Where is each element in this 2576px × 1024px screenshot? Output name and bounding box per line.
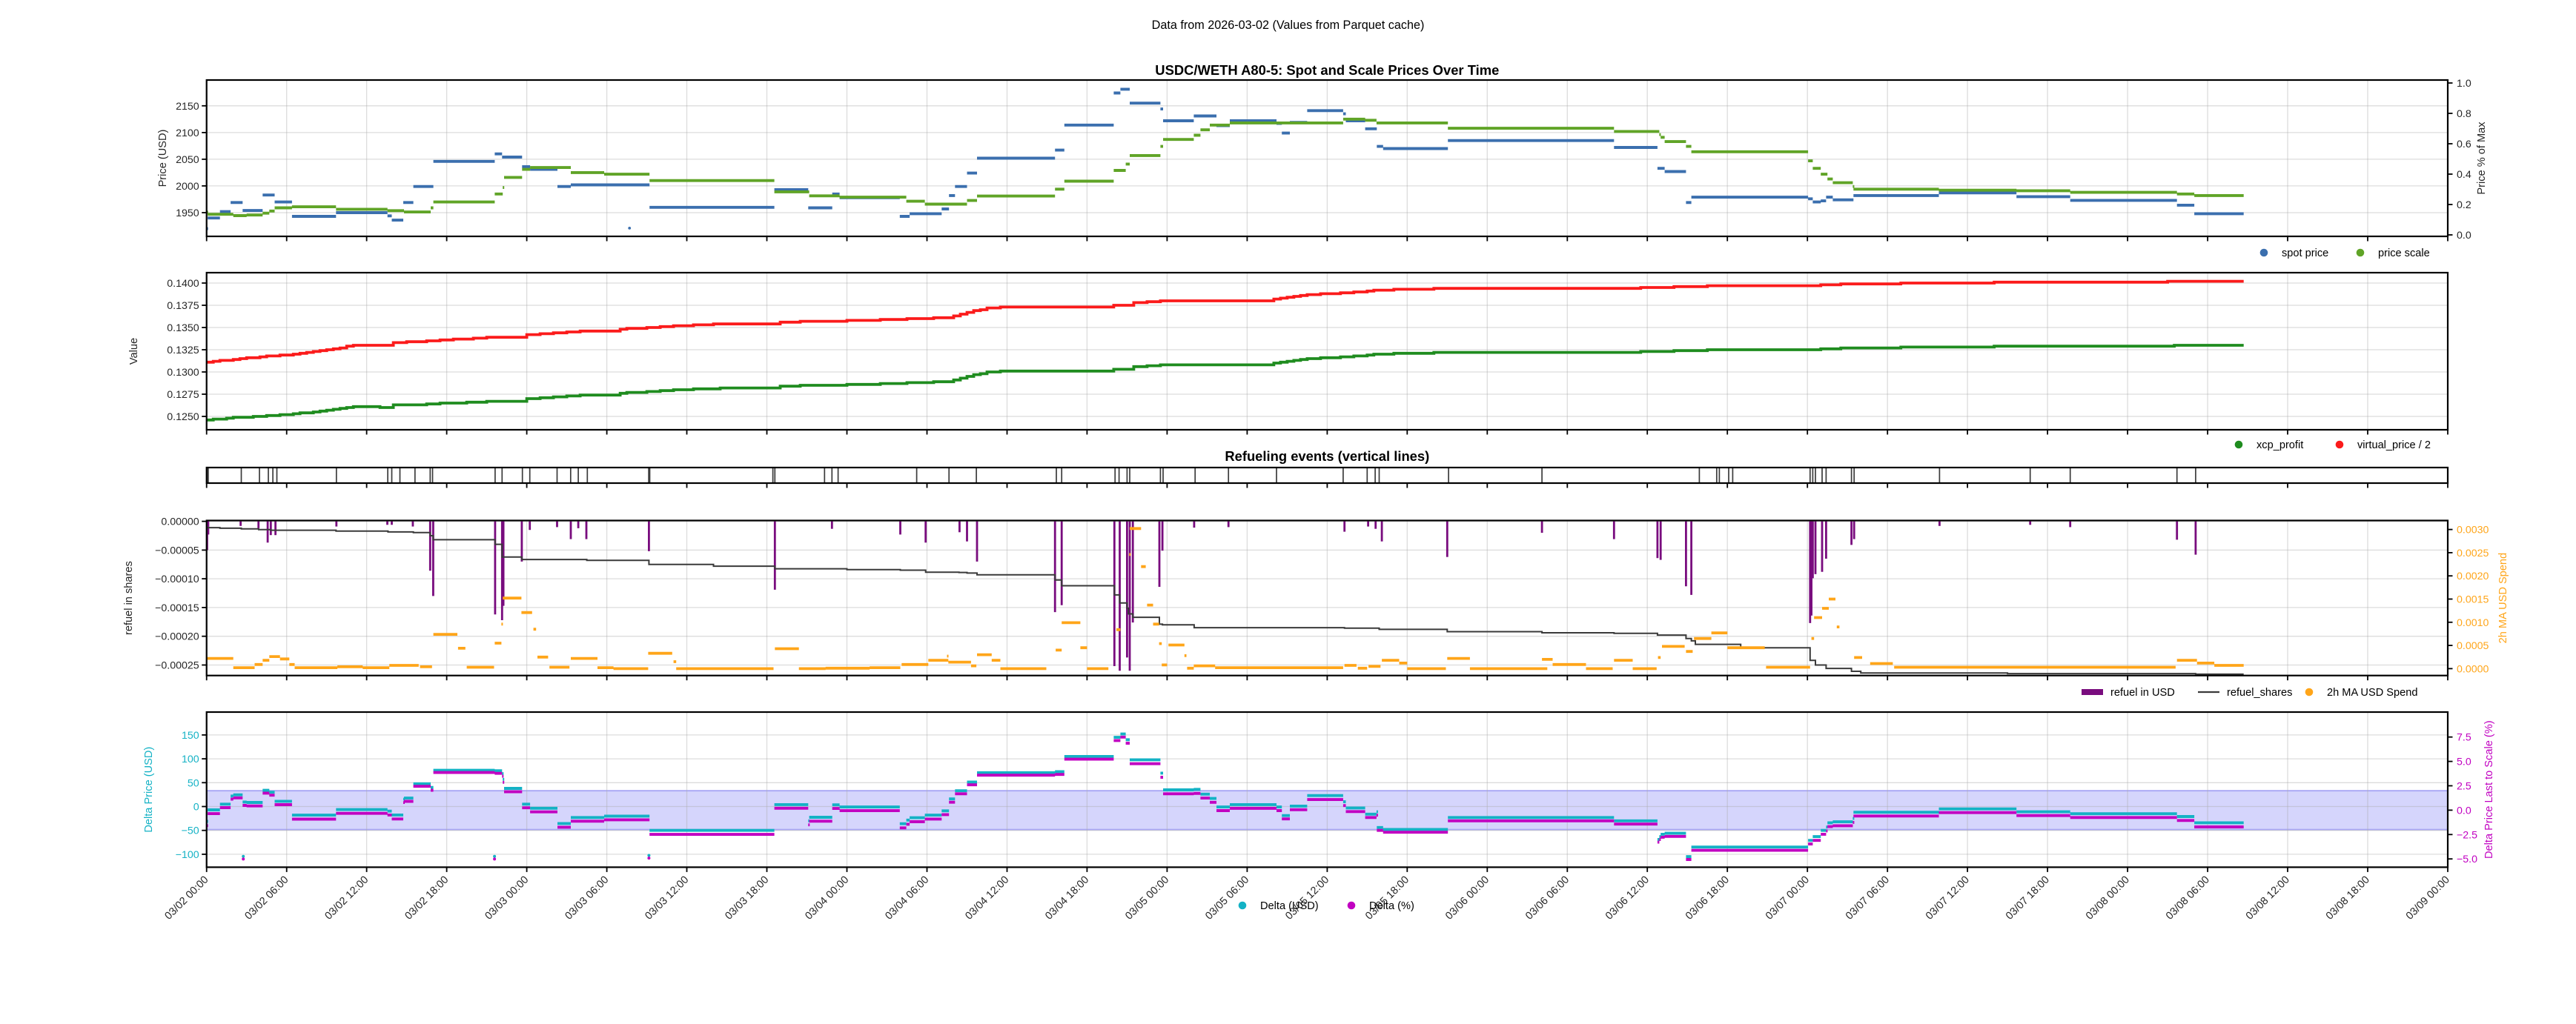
svg-text:xcp_profit: xcp_profit	[2257, 439, 2303, 451]
svg-text:refuel_shares: refuel_shares	[2227, 687, 2292, 699]
svg-text:2000: 2000	[176, 181, 199, 193]
svg-text:0.6: 0.6	[2457, 139, 2471, 150]
svg-text:Price % of Max: Price % of Max	[2476, 122, 2488, 195]
svg-text:USDC/WETH A80-5: Spot and Scal: USDC/WETH A80-5: Spot and Scale Prices O…	[1155, 62, 1499, 78]
svg-text:Data from 2026-03-02 (Values f: Data from 2026-03-02 (Values from Parque…	[1152, 19, 1425, 32]
svg-text:0.2: 0.2	[2457, 199, 2471, 211]
svg-text:Delta (USD): Delta (USD)	[1260, 900, 1319, 912]
svg-text:−5.0: −5.0	[2457, 854, 2477, 865]
svg-text:0.4: 0.4	[2457, 169, 2471, 181]
svg-text:Price (USD): Price (USD)	[157, 130, 169, 187]
svg-text:refuel in shares: refuel in shares	[123, 561, 135, 635]
svg-text:5.0: 5.0	[2457, 757, 2471, 768]
svg-text:0.0005: 0.0005	[2457, 640, 2489, 652]
svg-text:0.0: 0.0	[2457, 230, 2471, 242]
svg-text:−0.00025: −0.00025	[155, 660, 199, 672]
svg-text:0.1400: 0.1400	[167, 278, 199, 290]
svg-text:Value: Value	[128, 338, 140, 365]
svg-text:Delta Price Last to Scale (%): Delta Price Last to Scale (%)	[2483, 720, 2495, 859]
svg-text:0: 0	[193, 802, 199, 814]
svg-text:1.0: 1.0	[2457, 78, 2471, 90]
svg-text:2.5: 2.5	[2457, 781, 2471, 793]
svg-text:Delta (%): Delta (%)	[1369, 900, 1414, 912]
svg-text:0.0010: 0.0010	[2457, 617, 2489, 629]
svg-text:2h MA USD Spend: 2h MA USD Spend	[2327, 687, 2418, 699]
svg-text:2050: 2050	[176, 154, 199, 166]
svg-text:2h MA USD Spend: 2h MA USD Spend	[2497, 553, 2509, 644]
svg-text:price scale: price scale	[2378, 247, 2430, 259]
svg-text:0.0025: 0.0025	[2457, 548, 2489, 559]
svg-text:−0.00020: −0.00020	[155, 631, 199, 643]
svg-text:refuel in USD: refuel in USD	[2110, 687, 2175, 699]
svg-text:0.1275: 0.1275	[167, 389, 199, 401]
svg-text:2100: 2100	[176, 127, 199, 139]
svg-text:0.1350: 0.1350	[167, 322, 199, 334]
svg-text:100: 100	[182, 754, 199, 765]
svg-text:0.0000: 0.0000	[2457, 663, 2489, 675]
svg-text:−0.00015: −0.00015	[155, 602, 199, 614]
svg-text:0.1325: 0.1325	[167, 345, 199, 356]
svg-text:50: 50	[188, 777, 199, 789]
svg-text:spot price: spot price	[2282, 247, 2328, 259]
svg-text:0.0: 0.0	[2457, 805, 2471, 817]
svg-text:Delta Price (USD): Delta Price (USD)	[143, 747, 155, 833]
svg-text:2150: 2150	[176, 101, 199, 113]
svg-text:−100: −100	[176, 849, 199, 861]
svg-text:−0.00010: −0.00010	[155, 573, 199, 585]
svg-text:virtual_price / 2: virtual_price / 2	[2357, 439, 2431, 451]
svg-text:7.5: 7.5	[2457, 732, 2471, 744]
svg-text:0.0030: 0.0030	[2457, 525, 2489, 536]
svg-text:0.0015: 0.0015	[2457, 594, 2489, 606]
svg-text:0.00000: 0.00000	[161, 516, 199, 528]
svg-text:Refueling events (vertical lin: Refueling events (vertical lines)	[1225, 448, 1429, 464]
svg-text:1950: 1950	[176, 207, 199, 219]
svg-text:0.0020: 0.0020	[2457, 571, 2489, 582]
svg-text:0.1375: 0.1375	[167, 300, 199, 312]
svg-text:−50: −50	[182, 825, 199, 837]
svg-text:−0.00005: −0.00005	[155, 545, 199, 556]
svg-text:0.1300: 0.1300	[167, 367, 199, 379]
svg-text:0.8: 0.8	[2457, 108, 2471, 120]
svg-text:−2.5: −2.5	[2457, 829, 2477, 841]
svg-text:150: 150	[182, 730, 199, 742]
svg-text:0.1250: 0.1250	[167, 411, 199, 423]
